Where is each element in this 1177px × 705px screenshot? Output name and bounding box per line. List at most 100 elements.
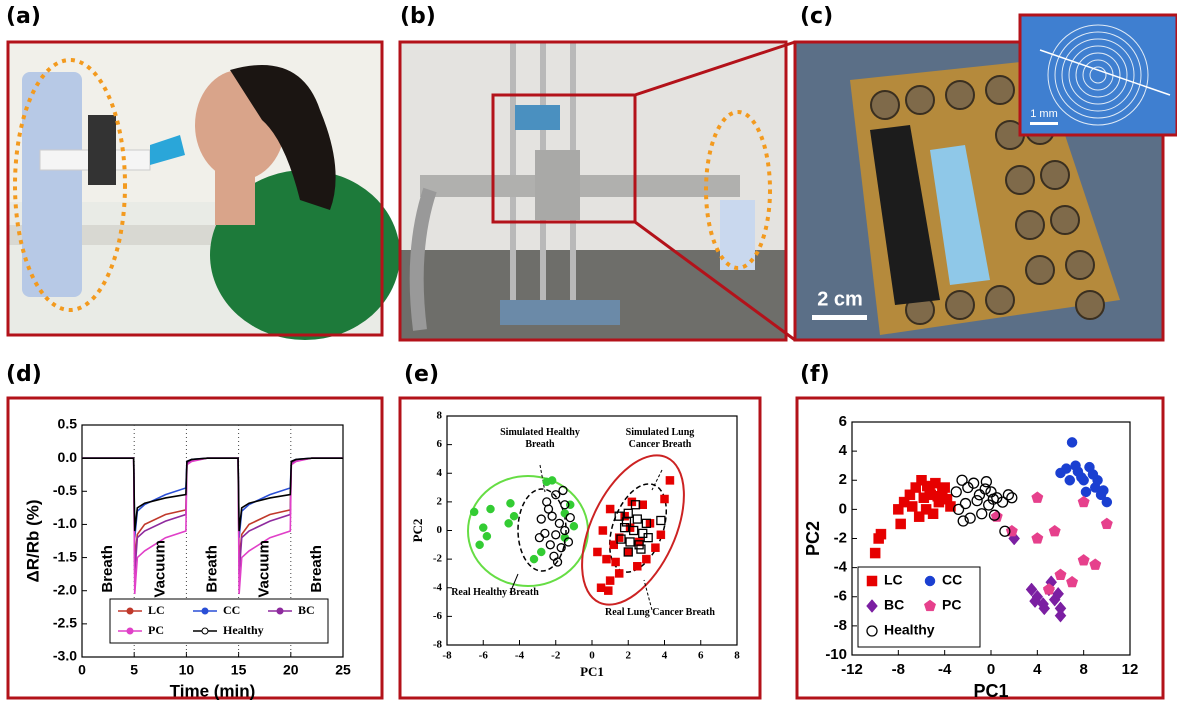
point xyxy=(545,505,553,513)
panel-label: (c) xyxy=(800,4,833,29)
y-tick-label: 2 xyxy=(437,495,443,507)
point xyxy=(1102,497,1112,507)
point xyxy=(925,485,935,495)
legend-label: Healthy xyxy=(223,623,264,637)
y-tick-label: -4 xyxy=(834,559,848,576)
point xyxy=(642,555,650,563)
legend-swatch xyxy=(925,576,935,586)
photo-c-inset: 1 mm xyxy=(1020,15,1177,135)
point xyxy=(981,477,991,487)
x-tick-label: -8 xyxy=(442,650,452,662)
point xyxy=(1076,472,1086,482)
point xyxy=(1032,533,1043,544)
legend-swatch xyxy=(127,628,133,634)
point xyxy=(612,558,620,566)
region-label: Real Healthy Breath xyxy=(440,587,550,599)
y-tick-label: 4 xyxy=(839,442,848,459)
x-tick-label: -4 xyxy=(515,650,525,662)
point xyxy=(666,476,674,484)
point xyxy=(1055,569,1066,580)
legend-label: Healthy xyxy=(884,622,935,638)
y-tick-label: 0.0 xyxy=(58,449,78,465)
point xyxy=(537,515,545,523)
y-tick-label: -2.5 xyxy=(53,615,77,631)
point xyxy=(597,584,605,592)
legend-swatch xyxy=(202,628,208,634)
y-tick-label: -10 xyxy=(825,646,847,663)
x-tick-label: 12 xyxy=(1122,661,1139,678)
x-tick-label: -6 xyxy=(479,650,489,662)
series-line xyxy=(82,458,343,538)
x-tick-label: 20 xyxy=(283,662,299,678)
y-tick-label: -2 xyxy=(834,529,847,546)
legend-swatch xyxy=(127,608,133,614)
x-tick-label: 0 xyxy=(589,650,595,662)
point xyxy=(977,509,987,519)
legend-label: BC xyxy=(884,597,904,613)
point xyxy=(661,495,669,503)
region-label: Real Lung Cancer Breath xyxy=(605,607,715,619)
point xyxy=(896,519,906,529)
legend-label: CC xyxy=(223,603,240,617)
point xyxy=(1049,525,1060,536)
region-label-box: Simulated Lung Cancer Breath xyxy=(610,427,710,461)
y-axis-label: PC2 xyxy=(410,519,425,543)
point xyxy=(476,541,484,549)
point xyxy=(1081,487,1091,497)
x-tick-label: 4 xyxy=(1033,661,1042,678)
point xyxy=(535,534,543,542)
x-tick-label: -2 xyxy=(551,650,561,662)
point xyxy=(1078,554,1089,565)
series-line xyxy=(82,458,343,531)
legend-label: LC xyxy=(148,603,165,617)
x-tick-label: 8 xyxy=(734,650,740,662)
point xyxy=(1088,469,1098,479)
point xyxy=(506,499,514,507)
point xyxy=(604,587,612,595)
point xyxy=(548,476,556,484)
phase-label: Breath xyxy=(203,545,220,593)
x-tick-label: -8 xyxy=(892,661,905,678)
photo-a xyxy=(8,42,400,340)
photo-b xyxy=(400,42,786,340)
y-tick-label: -1.5 xyxy=(53,548,77,564)
phase-label: Vacuum xyxy=(256,540,273,598)
region-label: Simulated Healthy Breath xyxy=(490,427,590,451)
point xyxy=(1067,437,1077,447)
y-tick-label: -6 xyxy=(834,588,847,605)
point xyxy=(479,524,487,532)
x-axis-label: PC1 xyxy=(580,664,604,679)
x-tick-label: 0 xyxy=(78,662,86,678)
panel-label: (d) xyxy=(6,362,42,387)
point xyxy=(1078,496,1089,507)
point xyxy=(1098,485,1108,495)
scale-bar-label: 2 cm xyxy=(817,288,863,310)
point xyxy=(559,486,567,494)
point xyxy=(550,552,558,560)
legend-label: CC xyxy=(942,572,962,588)
y-tick-label: -8 xyxy=(433,639,443,651)
point xyxy=(1071,461,1081,471)
phase-label: Vacuum xyxy=(151,540,168,598)
y-axis-label: PC2 xyxy=(803,521,823,556)
point xyxy=(599,527,607,535)
y-tick-label: 6 xyxy=(437,438,443,450)
point xyxy=(555,519,563,527)
region-label-box: Simulated Healthy Breath xyxy=(490,427,590,461)
panel-label: (b) xyxy=(400,4,436,29)
point xyxy=(961,499,971,509)
point xyxy=(921,504,931,514)
point xyxy=(537,548,545,556)
x-tick-label: 4 xyxy=(662,650,668,662)
x-tick-label: 2 xyxy=(626,650,632,662)
y-tick-label: 2 xyxy=(839,471,847,488)
y-tick-label: 0 xyxy=(839,500,847,517)
point xyxy=(541,529,549,537)
point xyxy=(510,512,518,520)
point xyxy=(470,508,478,516)
point xyxy=(1066,576,1077,587)
point xyxy=(651,544,659,552)
